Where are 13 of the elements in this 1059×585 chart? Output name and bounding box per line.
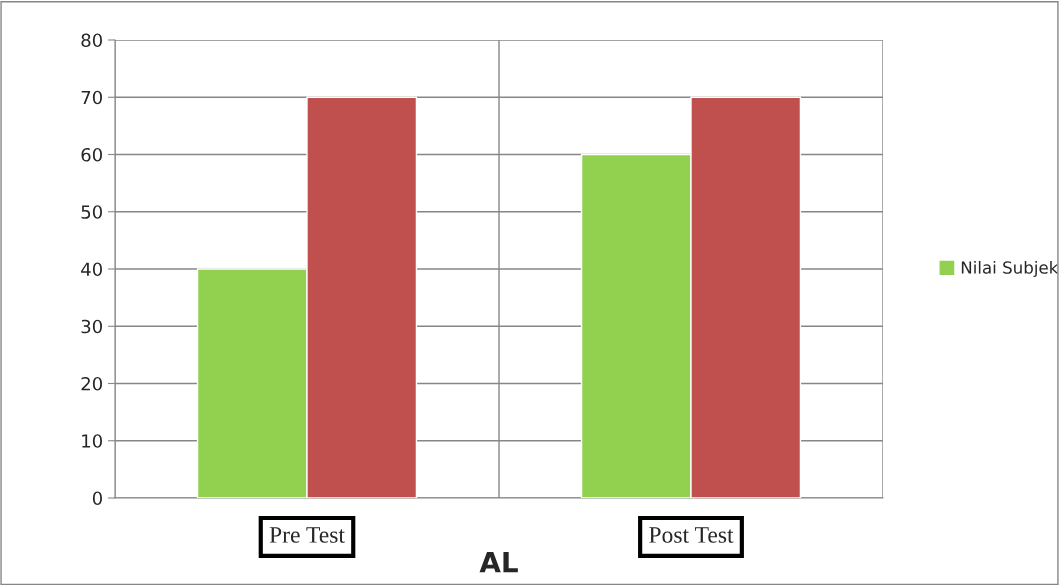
y-tick-label: 40 bbox=[81, 262, 102, 277]
x-tick-label: Pre Test bbox=[269, 527, 345, 543]
y-tick-label: 20 bbox=[81, 376, 102, 391]
y-tick-label: 50 bbox=[81, 205, 102, 219]
legend-label: Nilai Subjek bbox=[961, 260, 1059, 278]
y-tick-label: 60 bbox=[81, 147, 102, 162]
y-tick-label: 30 bbox=[81, 319, 102, 334]
y-tick-label: 0 bbox=[92, 491, 102, 506]
y-tick-label: 80 bbox=[81, 33, 102, 48]
text: AL bbox=[479, 551, 518, 573]
x-tick-label: Post Test bbox=[649, 527, 734, 543]
y-tick-label: 70 bbox=[81, 90, 102, 105]
y-tick-label: 10 bbox=[82, 434, 102, 448]
